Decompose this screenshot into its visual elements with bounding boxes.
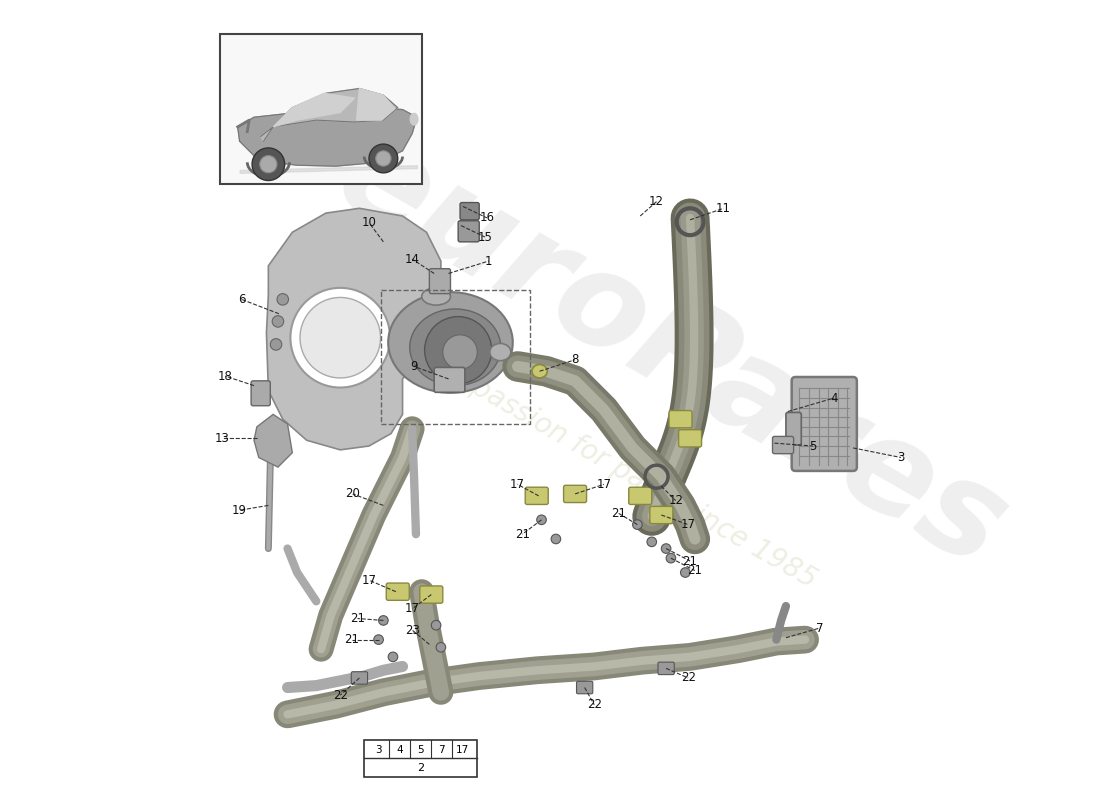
Text: 7: 7 xyxy=(816,622,823,634)
Circle shape xyxy=(368,144,398,173)
Circle shape xyxy=(388,652,398,662)
FancyBboxPatch shape xyxy=(650,506,673,524)
Text: 1: 1 xyxy=(485,254,493,267)
Text: 19: 19 xyxy=(232,504,248,517)
Circle shape xyxy=(290,288,390,387)
Circle shape xyxy=(272,316,284,327)
Text: 4: 4 xyxy=(396,745,403,755)
FancyBboxPatch shape xyxy=(351,672,367,684)
Circle shape xyxy=(647,537,657,546)
FancyBboxPatch shape xyxy=(220,34,421,184)
Text: 10: 10 xyxy=(362,216,376,229)
Text: 22: 22 xyxy=(681,671,695,685)
Text: 14: 14 xyxy=(405,253,419,266)
Polygon shape xyxy=(266,208,441,450)
Text: 15: 15 xyxy=(477,230,493,243)
FancyBboxPatch shape xyxy=(669,410,692,428)
Circle shape xyxy=(378,616,388,626)
Polygon shape xyxy=(238,108,417,166)
Text: 21: 21 xyxy=(610,506,626,519)
Circle shape xyxy=(537,515,547,525)
Circle shape xyxy=(667,554,675,563)
Circle shape xyxy=(252,148,285,181)
Text: 17: 17 xyxy=(681,518,695,531)
Text: 12: 12 xyxy=(649,195,664,208)
Ellipse shape xyxy=(388,292,513,393)
Circle shape xyxy=(632,520,642,530)
FancyBboxPatch shape xyxy=(420,586,443,603)
Text: 3: 3 xyxy=(898,451,904,464)
Text: 12: 12 xyxy=(668,494,683,507)
Circle shape xyxy=(661,544,671,554)
Circle shape xyxy=(425,317,492,384)
Ellipse shape xyxy=(421,288,451,305)
Text: 2: 2 xyxy=(417,763,425,773)
Text: 13: 13 xyxy=(214,432,230,445)
Text: 16: 16 xyxy=(480,211,494,224)
Text: 22: 22 xyxy=(332,689,348,702)
FancyBboxPatch shape xyxy=(458,221,480,242)
Circle shape xyxy=(431,621,441,630)
Ellipse shape xyxy=(490,343,510,361)
Circle shape xyxy=(443,335,477,370)
FancyBboxPatch shape xyxy=(772,437,793,454)
FancyBboxPatch shape xyxy=(679,430,702,447)
Text: 5: 5 xyxy=(417,745,425,755)
Polygon shape xyxy=(273,94,354,127)
Text: 17: 17 xyxy=(510,478,525,491)
Text: 21: 21 xyxy=(350,612,365,625)
Text: 21: 21 xyxy=(683,554,697,567)
Text: 8: 8 xyxy=(571,354,579,366)
Circle shape xyxy=(260,155,277,173)
Circle shape xyxy=(436,642,446,652)
Ellipse shape xyxy=(409,309,500,386)
FancyBboxPatch shape xyxy=(525,487,548,505)
Text: 22: 22 xyxy=(586,698,602,711)
Text: 17: 17 xyxy=(362,574,376,586)
Text: a passion for parts since 1985: a passion for parts since 1985 xyxy=(444,360,822,594)
Text: euroPares: euroPares xyxy=(315,110,1027,594)
FancyBboxPatch shape xyxy=(460,202,480,220)
FancyBboxPatch shape xyxy=(792,377,857,471)
Polygon shape xyxy=(261,89,398,142)
Text: 4: 4 xyxy=(830,391,837,405)
Circle shape xyxy=(271,338,282,350)
Text: 9: 9 xyxy=(410,360,418,373)
Polygon shape xyxy=(356,89,395,120)
FancyBboxPatch shape xyxy=(251,381,271,406)
Text: 21: 21 xyxy=(344,633,360,646)
Text: 21: 21 xyxy=(688,564,703,577)
Text: 23: 23 xyxy=(405,623,419,637)
FancyBboxPatch shape xyxy=(434,367,465,392)
Circle shape xyxy=(300,298,381,378)
FancyBboxPatch shape xyxy=(658,662,674,674)
Circle shape xyxy=(551,534,561,544)
Text: 18: 18 xyxy=(218,370,233,382)
Ellipse shape xyxy=(532,365,548,378)
Text: 11: 11 xyxy=(716,202,732,215)
Text: 21: 21 xyxy=(515,528,530,541)
FancyBboxPatch shape xyxy=(563,486,586,502)
Circle shape xyxy=(681,568,690,578)
Text: 6: 6 xyxy=(238,293,245,306)
FancyBboxPatch shape xyxy=(386,583,409,600)
Text: 17: 17 xyxy=(456,745,470,755)
Circle shape xyxy=(376,151,390,166)
Circle shape xyxy=(277,294,288,305)
Circle shape xyxy=(374,635,384,645)
Text: 20: 20 xyxy=(345,487,360,501)
FancyBboxPatch shape xyxy=(629,487,651,505)
Ellipse shape xyxy=(410,114,418,125)
Text: 7: 7 xyxy=(439,745,446,755)
Text: 3: 3 xyxy=(375,745,382,755)
Text: 5: 5 xyxy=(810,439,816,453)
FancyBboxPatch shape xyxy=(364,740,477,777)
Polygon shape xyxy=(254,414,293,467)
FancyBboxPatch shape xyxy=(429,269,451,294)
FancyBboxPatch shape xyxy=(785,413,801,445)
Text: 17: 17 xyxy=(405,602,419,615)
FancyBboxPatch shape xyxy=(576,682,593,694)
Text: 17: 17 xyxy=(596,478,612,491)
